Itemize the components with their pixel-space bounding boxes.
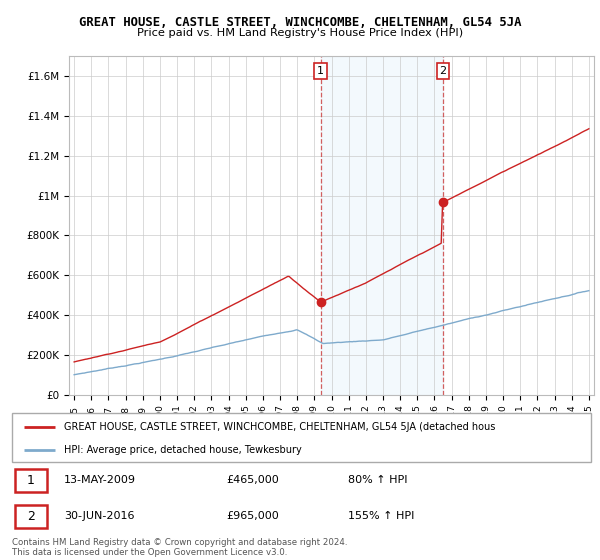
Text: 1: 1	[27, 474, 35, 487]
Bar	[15, 469, 47, 492]
Text: HPI: Average price, detached house, Tewkesbury: HPI: Average price, detached house, Tewk…	[64, 445, 302, 455]
Text: 1: 1	[317, 66, 324, 76]
Text: 13-MAY-2009: 13-MAY-2009	[64, 475, 136, 486]
Bar	[15, 505, 47, 528]
Text: 80% ↑ HPI: 80% ↑ HPI	[348, 475, 407, 486]
Text: £965,000: £965,000	[226, 511, 279, 521]
Text: Contains HM Land Registry data © Crown copyright and database right 2024.
This d: Contains HM Land Registry data © Crown c…	[12, 538, 347, 557]
Text: 155% ↑ HPI: 155% ↑ HPI	[348, 511, 414, 521]
Bar	[320, 56, 443, 395]
Text: 30-JUN-2016: 30-JUN-2016	[64, 511, 134, 521]
Text: GREAT HOUSE, CASTLE STREET, WINCHCOMBE, CHELTENHAM, GL54 5JA (detached hous: GREAT HOUSE, CASTLE STREET, WINCHCOMBE, …	[64, 422, 496, 432]
Text: 2: 2	[439, 66, 446, 76]
Text: 2: 2	[27, 510, 35, 522]
Text: Price paid vs. HM Land Registry's House Price Index (HPI): Price paid vs. HM Land Registry's House …	[137, 28, 463, 38]
Text: £465,000: £465,000	[226, 475, 279, 486]
Text: GREAT HOUSE, CASTLE STREET, WINCHCOMBE, CHELTENHAM, GL54 5JA: GREAT HOUSE, CASTLE STREET, WINCHCOMBE, …	[79, 16, 521, 29]
